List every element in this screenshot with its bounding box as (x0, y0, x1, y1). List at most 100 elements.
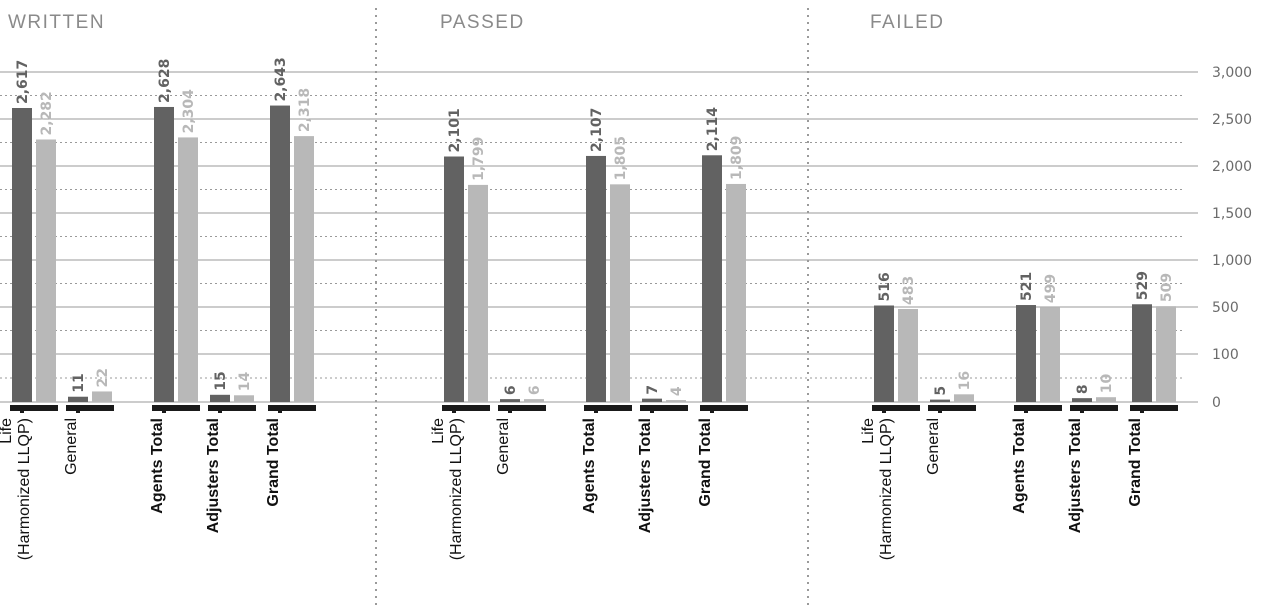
value-label-previous: 6 (527, 385, 543, 395)
category-baseline (1070, 405, 1118, 411)
value-label-previous: 1,805 (613, 136, 629, 180)
value-label-previous: 4 (669, 386, 685, 396)
value-label-previous: 2,318 (297, 88, 313, 132)
category-baseline-tick (1024, 405, 1028, 413)
category-baseline-tick (710, 405, 714, 413)
category-labels: Life (Harmonized LLQP) General Agents Total… (0, 418, 1144, 560)
bar-previous (610, 184, 630, 402)
value-label-previous: 22 (95, 368, 111, 387)
bar-current (154, 106, 174, 402)
category-baseline-tick (882, 405, 886, 413)
value-label-previous: 499 (1043, 274, 1059, 303)
value-label-current: 8 (1075, 384, 1091, 394)
bar-previous (294, 136, 314, 402)
value-label-current: 15 (213, 371, 229, 390)
bar-current (642, 398, 662, 402)
category-baseline (208, 405, 256, 411)
category-label: Life (430, 418, 447, 444)
value-label-previous: 2,304 (181, 89, 197, 134)
category-label: General (63, 418, 80, 475)
bar-previous (524, 399, 544, 402)
category-label: Agents Total (1011, 418, 1028, 514)
value-label-previous: 2,282 (39, 91, 55, 135)
bar-current (1016, 305, 1036, 402)
bar-current (270, 105, 290, 403)
category-baseline (268, 405, 316, 411)
bar-previous (666, 400, 686, 402)
category-label: Adjusters Total (205, 418, 222, 533)
category-label: Agents Total (149, 418, 166, 514)
category-label: General (495, 418, 512, 475)
category-baseline (442, 405, 490, 411)
value-label-current: 2,114 (705, 107, 721, 152)
value-label-current: 7 (645, 385, 661, 395)
bar-previous (898, 308, 918, 402)
category-baseline-tick (938, 405, 942, 413)
category-baseline (700, 405, 748, 411)
panel-title: FAILED (870, 12, 944, 33)
category-baseline (928, 405, 976, 411)
bar-previous (468, 184, 488, 402)
bar-current (1132, 304, 1152, 402)
y-tick-label: 1,500 (1212, 206, 1252, 222)
panel-titles: WRITTEN PASSED FAILED (8, 12, 944, 33)
category-baseline (498, 405, 546, 411)
y-tick-label: 2,500 (1212, 112, 1252, 128)
bar-current (702, 155, 722, 402)
value-label-previous: 14 (237, 372, 253, 392)
category-baseline (640, 405, 688, 411)
bar-previous (1096, 397, 1116, 402)
value-label-previous: 16 (957, 371, 973, 390)
value-label-previous: 509 (1159, 273, 1175, 302)
bar-previous (726, 183, 746, 402)
value-label-previous: 483 (901, 276, 917, 305)
y-tick-label: 2,000 (1212, 159, 1252, 175)
y-tick-label: 1,000 (1212, 253, 1252, 269)
category-label: Agents Total (581, 418, 598, 514)
value-label-current: 2,617 (15, 60, 31, 104)
bar-previous (234, 395, 254, 402)
category-baselines (10, 405, 1178, 413)
value-label-current: 2,101 (447, 108, 463, 152)
bar-previous (954, 394, 974, 402)
category-label: (Harmonized LLQP) (448, 418, 465, 560)
category-label: (Harmonized LLQP) (16, 418, 33, 560)
panel-dividers (375, 8, 809, 608)
value-label-current: 516 (877, 272, 893, 301)
bar-current (874, 305, 894, 402)
category-baseline-tick (20, 405, 24, 413)
bar-previous (1040, 307, 1060, 402)
y-tick-label: 500 (1212, 300, 1239, 316)
y-tick-label: 3,000 (1212, 65, 1252, 81)
category-label: General (925, 418, 942, 475)
category-baseline-tick (650, 405, 654, 413)
panel-title: PASSED (440, 12, 525, 33)
category-label: Grand Total (265, 418, 282, 507)
category-baseline-tick (508, 405, 512, 413)
value-label-previous: 10 (1099, 373, 1115, 393)
value-label-current: 5 (933, 386, 949, 396)
bar-current (930, 399, 950, 402)
value-label-current: 6 (503, 385, 519, 395)
category-label: Adjusters Total (1067, 418, 1084, 533)
category-baseline-tick (594, 405, 598, 413)
y-tick-label: 100 (1212, 347, 1239, 363)
category-baseline (66, 405, 114, 411)
value-label-previous: 1,809 (729, 136, 745, 180)
bar-current (210, 394, 230, 402)
y-axis-ticks: 0 100 500 1,000 1,500 2,000 2,500 3,000 (1182, 65, 1252, 411)
category-baseline (584, 405, 632, 411)
category-baseline-tick (162, 405, 166, 413)
value-label-current: 521 (1019, 272, 1035, 301)
bar-current (68, 396, 88, 402)
category-label: Life (0, 418, 15, 444)
category-baseline (152, 405, 200, 411)
bar-previous (36, 139, 56, 402)
category-baseline (872, 405, 920, 411)
bar-current (500, 399, 520, 402)
category-label: Grand Total (697, 418, 714, 507)
y-tick-label: 0 (1212, 395, 1221, 411)
category-label: (Harmonized LLQP) (878, 418, 895, 560)
category-baseline-tick (1080, 405, 1084, 413)
